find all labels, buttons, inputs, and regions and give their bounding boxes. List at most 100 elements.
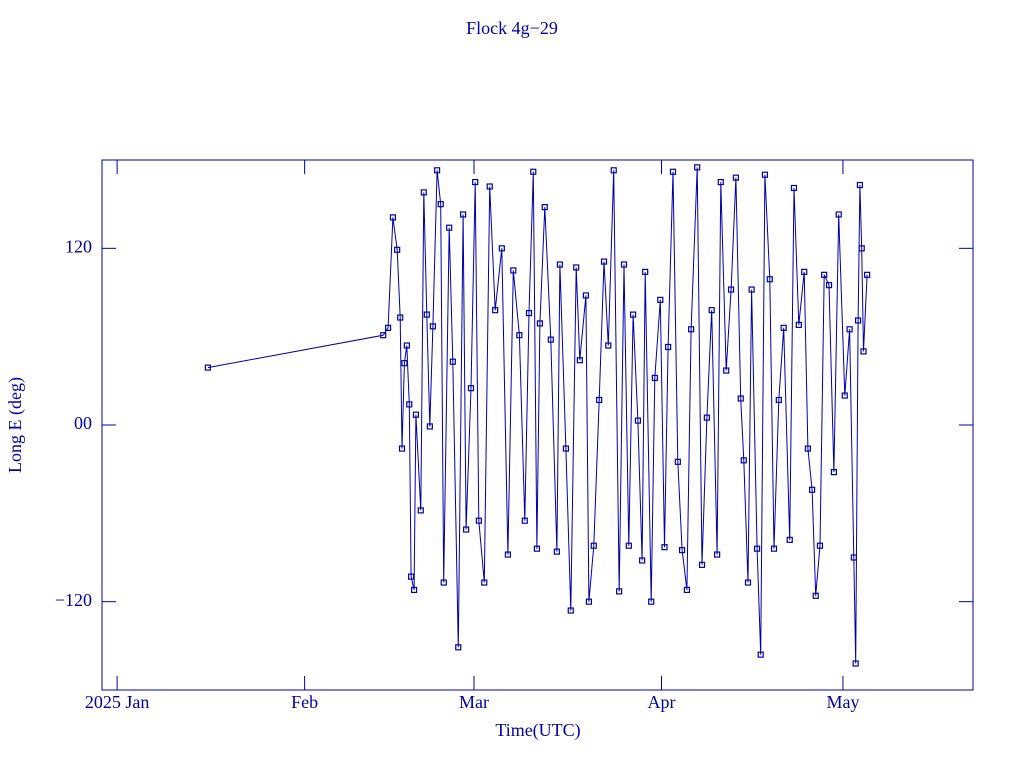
data-point (723, 367, 730, 374)
data-point (429, 323, 436, 330)
data-line (207, 167, 868, 664)
data-point (616, 588, 623, 595)
data-point (562, 445, 570, 452)
data-point (657, 296, 664, 303)
x-tick-label: Apr (647, 692, 675, 712)
data-point (516, 332, 523, 339)
data-point (600, 258, 608, 265)
data-point (590, 542, 597, 549)
data-point (397, 314, 404, 321)
data-point (625, 542, 632, 549)
data-point (856, 181, 863, 189)
x-tick-label: 2025 Jan (85, 692, 150, 712)
data-point (417, 507, 424, 514)
data-point (816, 542, 824, 549)
data-point (498, 245, 505, 252)
data-point (510, 267, 517, 274)
data-point (648, 598, 655, 605)
data-point (401, 360, 408, 367)
y-axis-label: Long E (deg) (5, 377, 26, 473)
data-point (420, 189, 427, 196)
data-point (804, 445, 811, 452)
data-point (770, 545, 778, 552)
y-tick-label: 00 (74, 413, 92, 433)
data-point (639, 557, 646, 564)
data-point (698, 561, 706, 568)
chart-title: Flock 4g−29 (466, 18, 558, 38)
data-point (674, 458, 681, 465)
data-point (830, 469, 837, 476)
data-point (651, 374, 658, 381)
data-point (744, 579, 752, 586)
data-point (708, 307, 715, 314)
data-point (761, 171, 769, 178)
data-point (556, 261, 563, 268)
data-point (629, 311, 637, 318)
data-point (790, 184, 798, 192)
data-point (683, 586, 691, 593)
data-point (521, 517, 528, 524)
data-point (694, 164, 701, 171)
data-point (449, 358, 456, 365)
y-tick-label: −120 (55, 590, 92, 610)
data-point (437, 201, 444, 208)
data-point (766, 276, 773, 283)
data-point (757, 651, 764, 658)
data-point (678, 547, 686, 554)
data-point (486, 183, 493, 190)
data-point (547, 336, 554, 343)
data-point (821, 271, 828, 278)
data-point (812, 592, 819, 599)
data-point (809, 486, 816, 493)
data-point (492, 307, 499, 314)
data-point (411, 586, 418, 593)
data-point (780, 324, 787, 331)
data-point (423, 311, 430, 318)
data-point (541, 204, 548, 211)
data-point (665, 343, 672, 351)
data-point (455, 644, 462, 651)
data-point (801, 268, 808, 275)
data-point (605, 342, 612, 349)
x-tick-label: Mar (459, 692, 489, 712)
data-point (850, 554, 857, 561)
data-point (661, 544, 668, 551)
data-point (582, 292, 589, 299)
data-point (858, 245, 865, 252)
data-point (717, 178, 724, 186)
data-point (467, 385, 475, 392)
y-tick-label: 120 (65, 236, 92, 256)
data-point (727, 286, 735, 293)
data-point (398, 445, 406, 452)
data-point (463, 526, 470, 533)
data-point (530, 168, 537, 175)
data-point (525, 310, 533, 317)
data-point (533, 545, 540, 552)
data-point (775, 396, 782, 404)
x-tick-label: Feb (291, 692, 318, 712)
data-point (854, 317, 862, 324)
data-point (669, 168, 677, 175)
data-point (740, 457, 747, 464)
data-point (841, 392, 848, 399)
data-point (536, 320, 544, 327)
data-point (795, 321, 802, 328)
data-point (753, 545, 761, 552)
data-point (567, 607, 574, 614)
data-point (634, 417, 642, 424)
data-point (620, 261, 628, 268)
data-point (426, 423, 433, 430)
data-point (860, 348, 867, 355)
data-point (433, 167, 441, 174)
data-point (406, 401, 413, 408)
data-point (576, 357, 583, 364)
data-point (786, 536, 793, 543)
x-axis-label: Time(UTC) (495, 720, 580, 741)
data-point (481, 579, 488, 586)
data-point (852, 660, 859, 667)
data-point (703, 414, 710, 421)
data-point (585, 598, 593, 605)
data-point (688, 326, 695, 333)
